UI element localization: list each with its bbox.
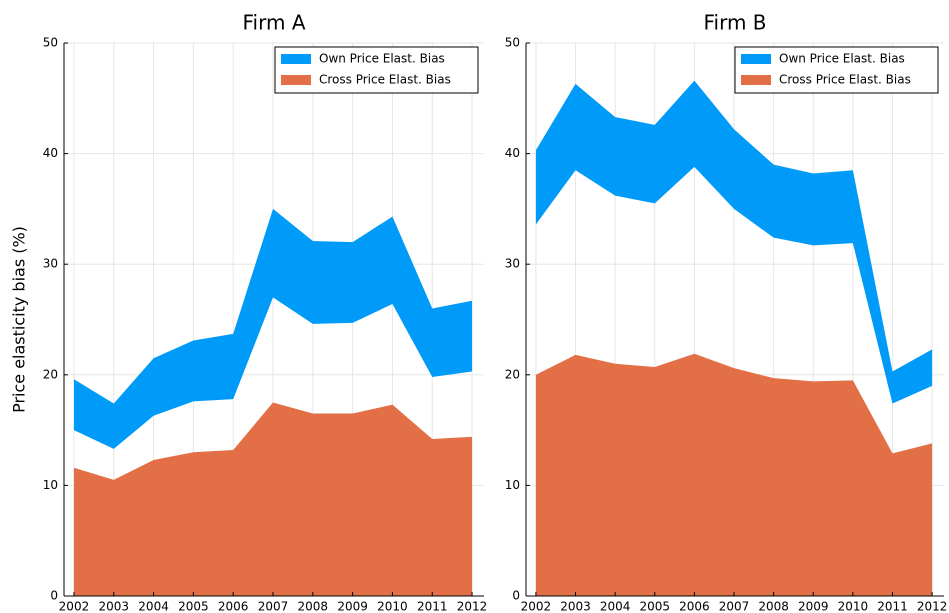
- x-tick-label: 2007: [719, 600, 750, 613]
- x-tick-label: 2004: [600, 600, 631, 613]
- x-tick-label: 2012: [457, 600, 488, 613]
- x-tick-label: 2006: [218, 600, 249, 613]
- x-tick-label: 2004: [138, 600, 169, 613]
- x-tick-label: 2007: [258, 600, 289, 613]
- x-tick-label: 2003: [98, 600, 129, 613]
- x-tick-label: 2011: [877, 600, 908, 613]
- x-tick-label: 2005: [178, 600, 209, 613]
- area: [73, 402, 473, 596]
- area: [535, 80, 933, 404]
- chart-title: Firm B: [703, 11, 766, 35]
- legend-label: Cross Price Elast. Bias: [779, 73, 911, 87]
- legend-label: Own Price Elast. Bias: [779, 52, 905, 66]
- y-tick-label: 40: [43, 146, 58, 160]
- y-tick-label: 20: [505, 367, 520, 381]
- x-tick-label: 2002: [521, 600, 552, 613]
- x-tick-label: 2003: [560, 600, 591, 613]
- x-tick-label: 2012: [917, 600, 948, 613]
- x-tick-label: 2006: [679, 600, 710, 613]
- legend-swatch: [281, 75, 311, 85]
- area: [535, 353, 933, 596]
- x-tick-label: 2010: [838, 600, 869, 613]
- x-tick-label: 2008: [298, 600, 329, 613]
- y-tick-label: 10: [505, 478, 520, 492]
- legend-swatch: [741, 75, 771, 85]
- x-tick-label: 2005: [639, 600, 670, 613]
- x-tick-label: 2008: [758, 600, 789, 613]
- y-tick-label: 0: [50, 589, 58, 603]
- y-tick-label: 50: [505, 36, 520, 50]
- legend-label: Cross Price Elast. Bias: [319, 73, 451, 87]
- y-tick-label: 30: [43, 257, 58, 271]
- x-tick-label: 2011: [417, 600, 448, 613]
- x-tick-label: 2010: [377, 600, 408, 613]
- y-tick-label: 50: [43, 36, 58, 50]
- y-tick-label: 20: [43, 367, 58, 381]
- y-tick-label: 40: [505, 146, 520, 160]
- x-tick-label: 2009: [337, 600, 368, 613]
- x-tick-label: 2002: [59, 600, 90, 613]
- y-tick-label: 0: [512, 589, 520, 603]
- x-tick-label: 2009: [798, 600, 829, 613]
- legend-swatch: [741, 54, 771, 64]
- legend-label: Own Price Elast. Bias: [319, 52, 445, 66]
- legend-swatch: [281, 54, 311, 64]
- y-tick-label: 30: [505, 257, 520, 271]
- area: [73, 208, 473, 449]
- chart-title: Firm A: [243, 11, 306, 35]
- y-axis-label: Price elasticity bias (%): [10, 226, 29, 413]
- y-tick-label: 10: [43, 478, 58, 492]
